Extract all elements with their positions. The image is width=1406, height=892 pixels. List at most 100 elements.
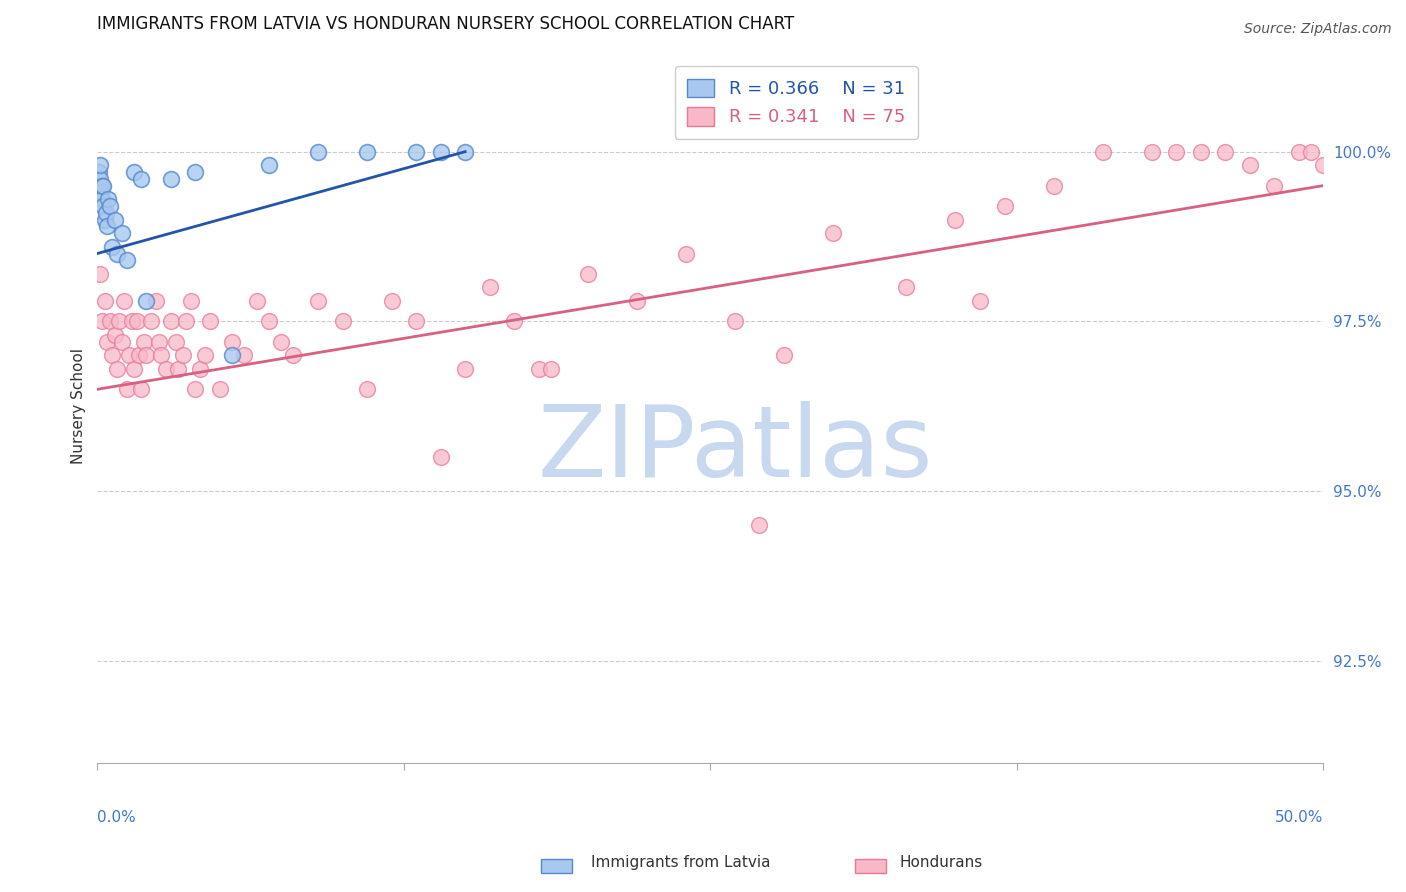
Point xyxy=(405,314,427,328)
Y-axis label: Nursery School: Nursery School xyxy=(72,348,86,464)
Point xyxy=(91,178,114,193)
Point xyxy=(93,293,115,308)
Point xyxy=(90,186,112,200)
Point xyxy=(89,165,111,179)
Point xyxy=(1091,145,1114,159)
Text: IMMIGRANTS FROM LATVIA VS HONDURAN NURSERY SCHOOL CORRELATION CHART: IMMIGRANTS FROM LATVIA VS HONDURAN NURSE… xyxy=(97,15,794,33)
Point xyxy=(180,293,202,308)
Point xyxy=(105,362,128,376)
Point xyxy=(821,226,844,240)
Point xyxy=(1213,145,1236,159)
Point xyxy=(103,212,125,227)
Point xyxy=(89,171,111,186)
Point xyxy=(896,280,918,294)
Point xyxy=(221,348,243,362)
Text: Source: ZipAtlas.com: Source: ZipAtlas.com xyxy=(1244,22,1392,37)
Point xyxy=(97,192,120,206)
Point xyxy=(89,158,111,172)
Point xyxy=(111,334,134,349)
Point xyxy=(283,348,305,362)
Point xyxy=(626,293,648,308)
Point xyxy=(576,267,599,281)
Point xyxy=(131,171,153,186)
Point xyxy=(1189,145,1212,159)
Point xyxy=(773,348,796,362)
Point xyxy=(98,199,121,213)
Point xyxy=(121,314,143,328)
Point xyxy=(122,362,145,376)
Point xyxy=(1312,158,1334,172)
Point xyxy=(1140,145,1163,159)
Point xyxy=(724,314,747,328)
Point xyxy=(101,240,124,254)
Point xyxy=(993,199,1015,213)
Point xyxy=(112,293,135,308)
Point xyxy=(172,348,194,362)
Point xyxy=(155,362,177,376)
Point xyxy=(103,328,125,343)
Point xyxy=(174,314,197,328)
Point xyxy=(167,362,190,376)
Point xyxy=(128,348,150,362)
Point xyxy=(221,334,243,349)
Text: 0.0%: 0.0% xyxy=(97,810,136,825)
Point xyxy=(307,145,329,159)
Point xyxy=(246,293,269,308)
Point xyxy=(122,165,145,179)
Point xyxy=(148,334,170,349)
Point xyxy=(101,348,124,362)
Point xyxy=(1042,178,1064,193)
Point xyxy=(93,212,115,227)
Point xyxy=(93,199,115,213)
Point xyxy=(135,348,157,362)
Point xyxy=(89,267,111,281)
Point xyxy=(115,253,138,268)
Point xyxy=(160,171,183,186)
Point xyxy=(141,314,163,328)
Point xyxy=(91,192,114,206)
Point xyxy=(131,382,153,396)
Point xyxy=(257,158,280,172)
Point xyxy=(118,348,141,362)
Point xyxy=(135,293,157,308)
Point xyxy=(208,382,231,396)
Point xyxy=(125,314,148,328)
Point xyxy=(356,145,378,159)
Point xyxy=(96,334,118,349)
Point xyxy=(188,362,211,376)
Point xyxy=(96,219,118,234)
Point xyxy=(150,348,173,362)
Point xyxy=(115,382,138,396)
Point xyxy=(454,145,477,159)
Point xyxy=(165,334,187,349)
Point xyxy=(748,518,770,533)
Point xyxy=(454,362,477,376)
Point xyxy=(332,314,354,328)
Point xyxy=(540,362,562,376)
Text: Hondurans: Hondurans xyxy=(900,855,983,870)
Point xyxy=(969,293,991,308)
Point xyxy=(194,348,217,362)
Point xyxy=(184,165,207,179)
Point xyxy=(381,293,404,308)
Point xyxy=(429,450,451,465)
Point xyxy=(503,314,526,328)
Point xyxy=(1263,178,1285,193)
Point xyxy=(1166,145,1188,159)
Text: 50.0%: 50.0% xyxy=(1275,810,1323,825)
Point xyxy=(307,293,329,308)
Point xyxy=(1239,158,1261,172)
Legend: R = 0.366    N = 31, R = 0.341    N = 75: R = 0.366 N = 31, R = 0.341 N = 75 xyxy=(675,66,918,139)
Point xyxy=(945,212,967,227)
Point xyxy=(98,314,121,328)
Point xyxy=(90,178,112,193)
Point xyxy=(87,178,110,193)
Point xyxy=(108,314,131,328)
Point xyxy=(160,314,183,328)
Point xyxy=(145,293,167,308)
Text: Immigrants from Latvia: Immigrants from Latvia xyxy=(591,855,770,870)
Point xyxy=(270,334,292,349)
Point xyxy=(132,334,155,349)
Point xyxy=(233,348,256,362)
Point xyxy=(356,382,378,396)
